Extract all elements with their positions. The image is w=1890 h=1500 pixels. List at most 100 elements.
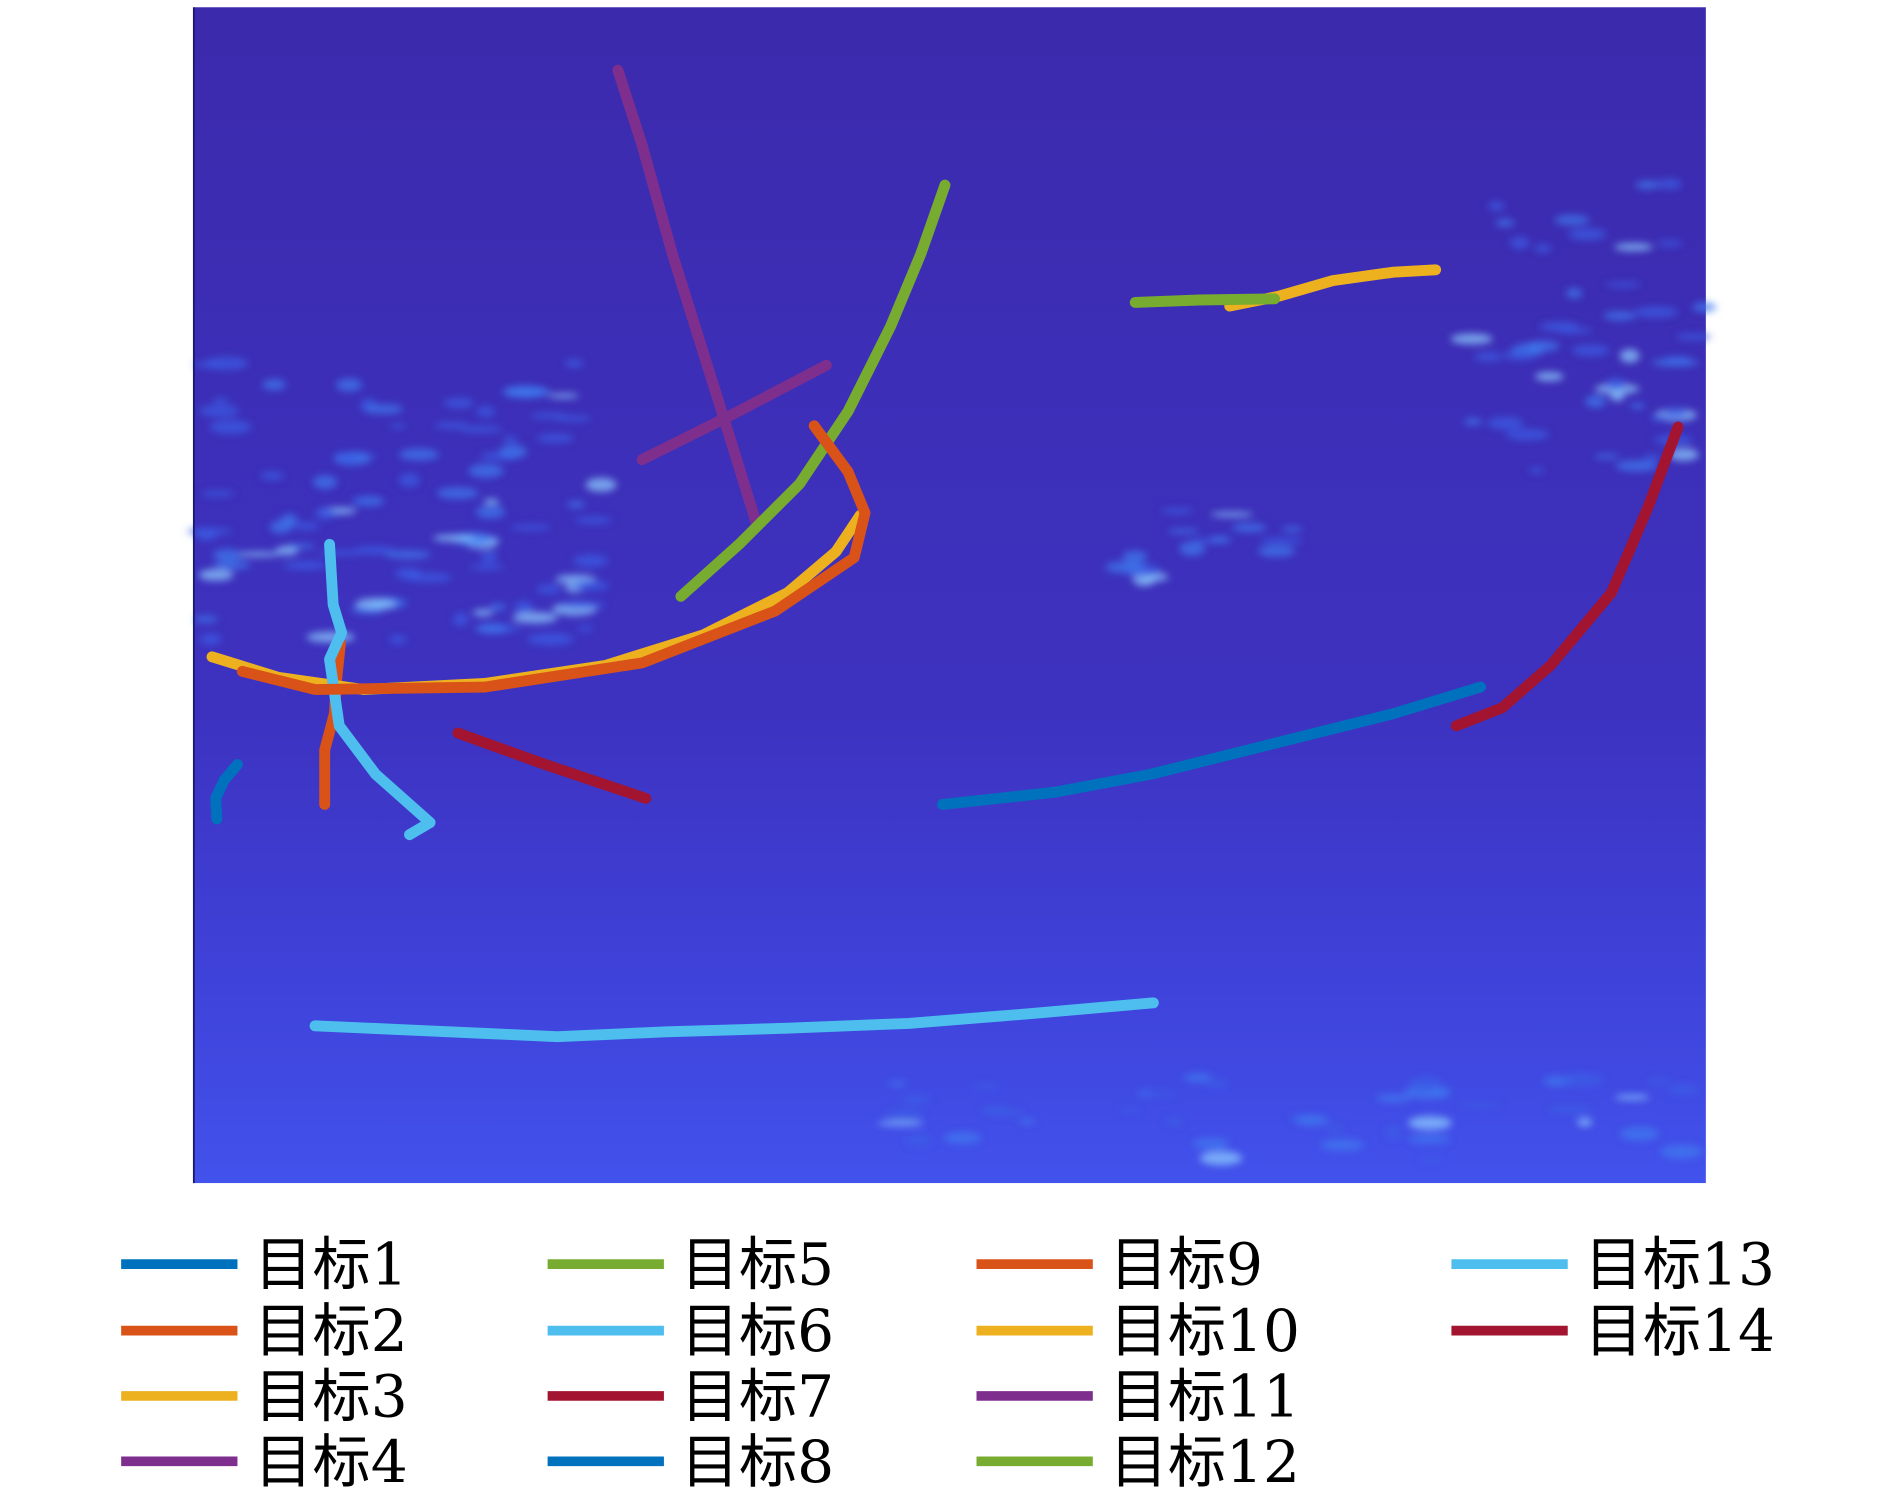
clutter-spot <box>1408 1116 1452 1130</box>
clutter-spot <box>573 554 609 568</box>
clutter-spot <box>877 1120 924 1126</box>
clutter-spot <box>566 501 586 508</box>
clutter-spot <box>1259 537 1304 545</box>
clutter-spot <box>943 1132 982 1144</box>
clutter-spot <box>483 498 500 505</box>
legend-item: 目标12 <box>976 1428 1300 1496</box>
clutter-spot <box>1657 178 1683 190</box>
clutter-spot <box>1385 1125 1401 1140</box>
clutter-spot <box>1619 348 1640 363</box>
clutter-spot <box>1407 1134 1451 1144</box>
legend-label: 目标6 <box>681 1297 834 1365</box>
clutter-spot <box>366 404 404 415</box>
clutter-spot <box>213 560 251 570</box>
legend-label: 目标11 <box>1110 1363 1300 1431</box>
clutter-spot <box>452 612 469 627</box>
clutter-spot <box>436 487 479 500</box>
clutter-spot <box>1668 448 1699 461</box>
clutter-spot <box>510 524 551 531</box>
clutter-spot <box>1463 418 1482 426</box>
clutter-spot <box>1208 536 1232 544</box>
clutter-spot <box>1614 243 1653 252</box>
clutter-spot <box>529 412 569 420</box>
legend-label: 目标5 <box>681 1231 834 1299</box>
legend-label: 目标1 <box>254 1231 407 1299</box>
clutter-spot <box>1650 414 1667 422</box>
clutter-spot <box>1657 240 1682 247</box>
legend-label: 目标4 <box>254 1428 407 1496</box>
clutter-spot <box>512 611 558 624</box>
clutter-spot <box>1179 541 1206 556</box>
clutter-spot <box>1139 1091 1176 1097</box>
clutter-spot <box>1326 1124 1344 1134</box>
clutter-spot <box>262 379 287 391</box>
clutter-spot <box>269 520 293 534</box>
clutter-spot <box>1161 507 1194 514</box>
clutter-spot <box>1525 340 1560 352</box>
clutter-spot <box>355 597 397 610</box>
clutter-spot <box>1555 327 1593 334</box>
clutter-spot <box>1166 1116 1182 1128</box>
trajectory-target-14 <box>1450 421 1684 732</box>
clutter-spot <box>514 600 533 614</box>
legend-label: 目标10 <box>1110 1297 1300 1365</box>
clutter-spot <box>1450 333 1493 345</box>
clutter-spot <box>1204 1079 1230 1088</box>
clutter-spot <box>572 580 610 591</box>
clutter-spot <box>905 1134 933 1147</box>
heatmap-background <box>193 7 1706 1184</box>
clutter-spot <box>1605 377 1626 391</box>
legend-label: 目标2 <box>254 1297 407 1365</box>
legend-item: 目标14 <box>1451 1297 1775 1365</box>
clutter-spot <box>314 507 337 520</box>
trajectory-target-11 <box>636 359 832 466</box>
clutter-spot <box>1231 523 1267 533</box>
legend-item: 目标2 <box>121 1297 408 1365</box>
clutter-spot <box>458 425 504 433</box>
clutter-spot <box>1534 244 1552 253</box>
clutter-spot <box>398 473 420 487</box>
clutter-spot <box>1554 214 1590 226</box>
clutter-spot <box>498 444 528 459</box>
clutter-spot <box>1505 428 1550 441</box>
clutter-spot <box>212 397 230 404</box>
clutter-spot <box>526 632 574 646</box>
clutter-spot <box>1119 1107 1141 1113</box>
clutter-spot <box>1199 1151 1243 1166</box>
legend-item: 目标10 <box>976 1297 1300 1365</box>
trajectories <box>206 64 1684 1043</box>
clutter-spot <box>1609 388 1625 402</box>
clutter-spot <box>1651 358 1699 367</box>
clutter-spot <box>585 477 617 492</box>
clutter-spot <box>306 631 355 643</box>
trajectory-target-7 <box>452 727 652 804</box>
clutter-spot <box>1534 371 1564 382</box>
clutter-spot <box>1667 1084 1700 1096</box>
clutter-spot <box>1495 218 1515 227</box>
heatmap-clutter <box>186 178 1717 1166</box>
clutter-spot <box>468 463 504 478</box>
clutter-spot <box>475 623 509 634</box>
legend-item: 目标3 <box>121 1363 408 1431</box>
clutter-spot <box>1192 1137 1230 1150</box>
legend-label: 目标13 <box>1585 1231 1775 1299</box>
clutter-spot <box>1105 561 1146 574</box>
clutter-spot <box>1488 201 1505 211</box>
legend-item: 目标11 <box>976 1363 1300 1431</box>
clutter-spot <box>564 358 584 368</box>
clutter-spot <box>1605 281 1642 288</box>
legend-item: 目标8 <box>547 1428 834 1496</box>
clutter-spot <box>1660 1144 1703 1159</box>
legend-item: 目标13 <box>1451 1231 1775 1299</box>
clutter-spot <box>390 423 407 429</box>
clutter-spot <box>354 546 396 555</box>
clutter-spot <box>199 404 240 418</box>
clutter-spot <box>1183 1073 1212 1083</box>
clutter-spot <box>205 356 249 370</box>
clutter-spot <box>1474 352 1503 362</box>
clutter-spot <box>1018 1118 1037 1125</box>
trajectory-target-8 <box>937 681 1486 810</box>
clutter-spot <box>536 584 562 594</box>
